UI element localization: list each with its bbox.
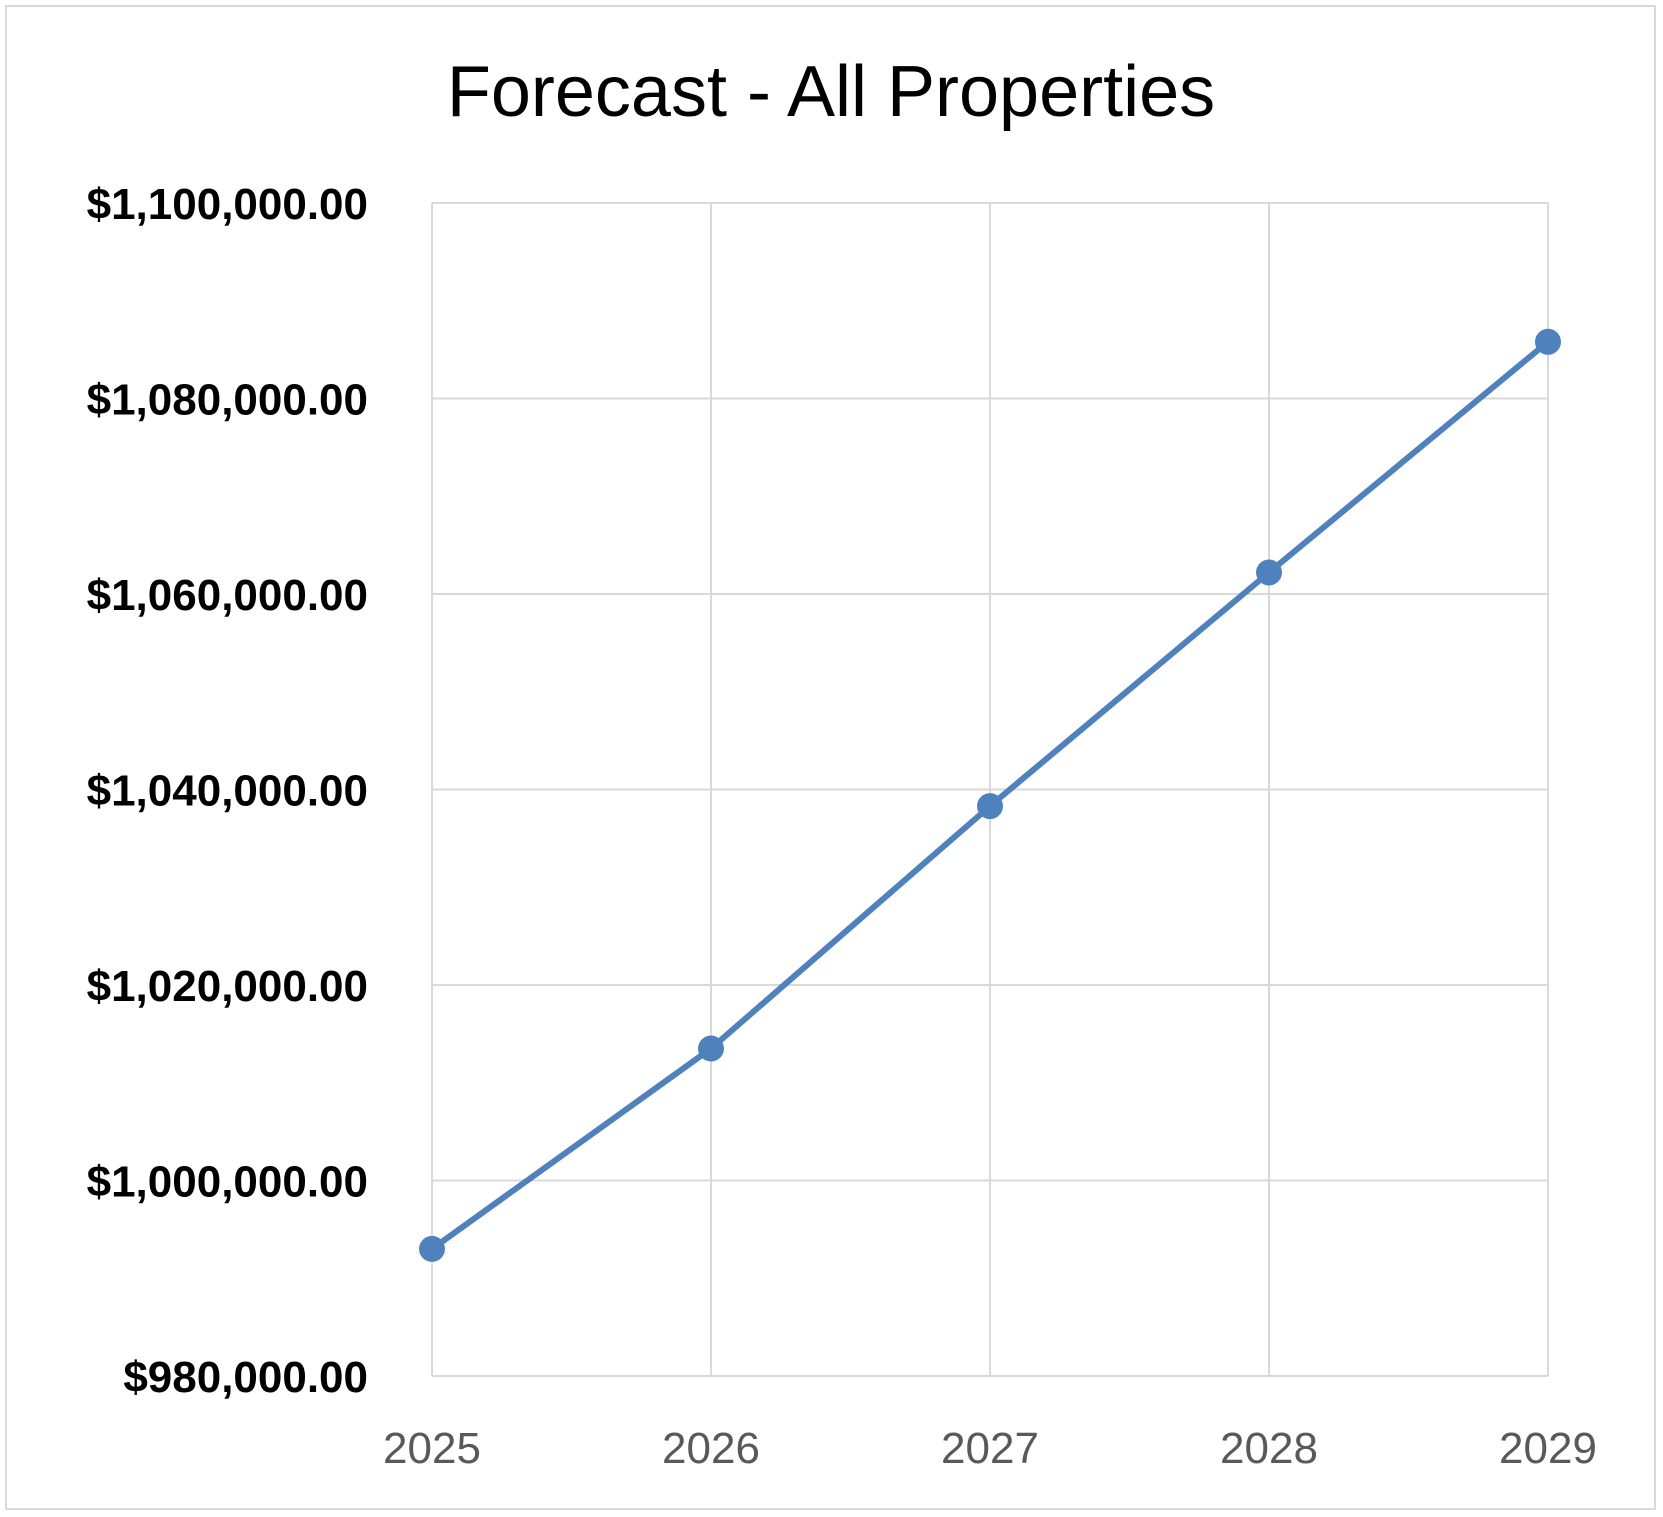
data-point-2028 (1256, 559, 1282, 586)
y-tick-label: $1,000,000.00 (87, 1158, 368, 1207)
data-point-2026 (698, 1035, 724, 1062)
data-point-2025 (419, 1235, 445, 1262)
x-tick-label: 2027 (941, 1424, 1039, 1473)
data-point-2027 (977, 793, 1003, 820)
y-tick-label: $1,020,000.00 (87, 962, 368, 1011)
series-layer (419, 328, 1561, 1262)
x-tick-label: 2028 (1220, 1424, 1318, 1473)
y-tick-label: $1,040,000.00 (87, 767, 368, 816)
chart-frame (5, 5, 1656, 1510)
chart-title: Forecast - All Properties (447, 52, 1215, 132)
gridlines (431, 202, 1549, 1377)
data-point-2029 (1535, 328, 1561, 355)
y-tick-label: $980,000.00 (123, 1353, 368, 1402)
x-tick-label: 2025 (383, 1424, 481, 1473)
x-tick-label: 2026 (662, 1424, 760, 1473)
x-tick-label: 2029 (1499, 1424, 1597, 1473)
x-axis-tick-labels: 2025 2026 2027 2028 2029 (383, 1424, 1597, 1473)
y-tick-label: $1,100,000.00 (87, 180, 368, 229)
y-tick-label: $1,060,000.00 (87, 571, 368, 620)
y-tick-label: $1,080,000.00 (87, 376, 368, 425)
y-axis-tick-labels: $980,000.00 $1,000,000.00 $1,020,000.00 $1,… (87, 180, 368, 1402)
